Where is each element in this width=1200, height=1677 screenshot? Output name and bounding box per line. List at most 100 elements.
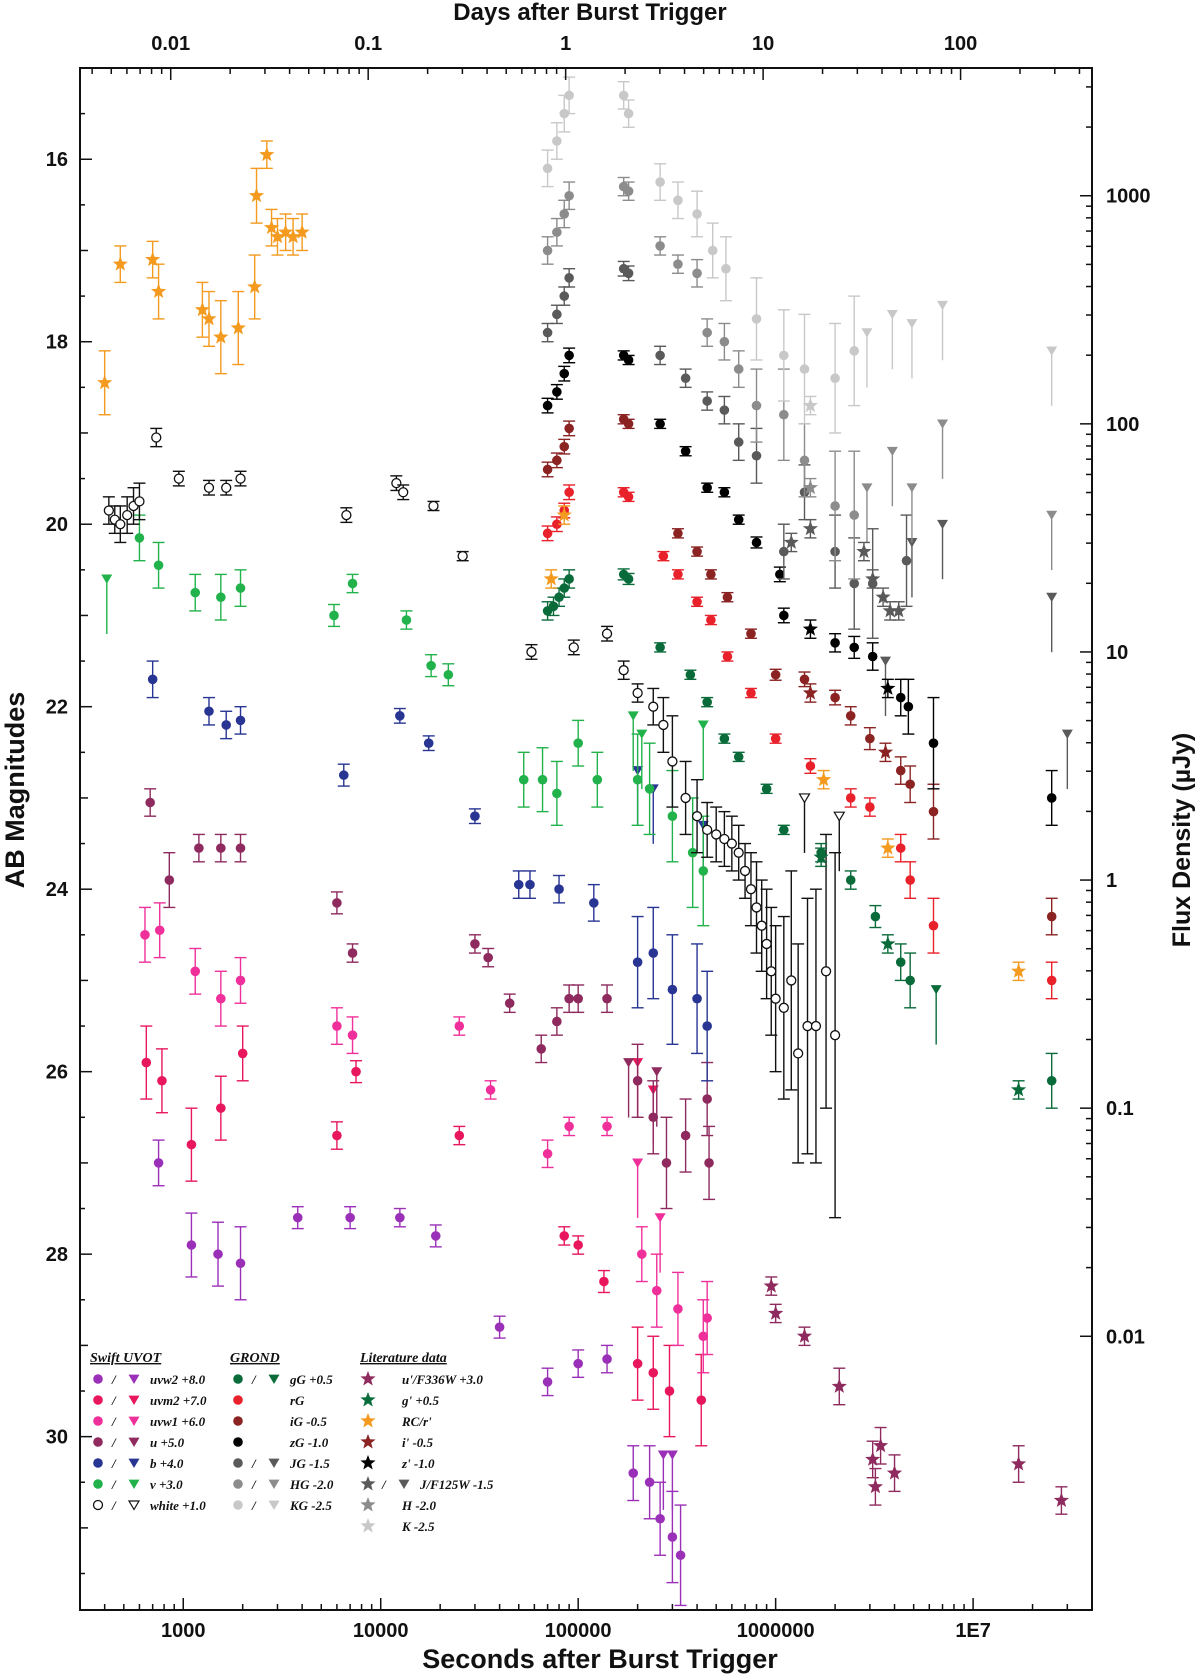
legend-marker (233, 1479, 243, 1489)
data-point (332, 1021, 342, 1031)
data-point (164, 875, 175, 885)
data-point (673, 569, 683, 580)
plot-frame (79, 67, 1093, 1611)
data-point (644, 1477, 655, 1488)
data-point (702, 824, 713, 836)
data-point (845, 875, 856, 885)
legend-marker (360, 1434, 376, 1449)
legend-label: gG +0.5 (289, 1372, 333, 1387)
legend-heading: Swift UVOT (90, 1351, 163, 1366)
literature-point (194, 301, 210, 317)
data-point (658, 719, 669, 731)
upper-limit-marker (657, 1450, 669, 1460)
legend-label: b +4.0 (150, 1456, 184, 1471)
data-point (398, 487, 409, 498)
data-point (157, 1075, 167, 1086)
data-point (756, 920, 767, 931)
y-tick-label: 28 (46, 1244, 68, 1266)
data-point (751, 537, 762, 548)
data-point (428, 500, 439, 512)
y2-tick-label: 1 (1106, 870, 1117, 892)
data-point (554, 884, 564, 894)
legend-marker (92, 1499, 104, 1511)
data-point (564, 487, 574, 498)
upper-limit-marker (623, 1058, 635, 1068)
y2-tick-label: 0.01 (1106, 1326, 1145, 1348)
data-point (552, 788, 562, 799)
data-point (235, 975, 246, 986)
data-point (341, 509, 352, 521)
data-point (779, 610, 789, 621)
data-point (525, 879, 535, 890)
literature-g-0-5 (813, 847, 1027, 1100)
data-point (644, 784, 655, 794)
data-point (673, 195, 683, 206)
legend-marker (360, 1476, 376, 1491)
legend-label: J/F125W -1.5 (419, 1477, 494, 1492)
data-point (632, 1075, 643, 1086)
legend-limit-marker (127, 1500, 141, 1511)
y2-tick-label: 10 (1106, 642, 1128, 664)
legend-label: g' +0.5 (401, 1393, 440, 1408)
data-point (564, 574, 574, 584)
legend-label: HG -2.0 (289, 1477, 334, 1492)
data-point (632, 687, 643, 699)
data-point (134, 533, 145, 543)
data-point (235, 715, 246, 726)
data-point (702, 697, 712, 707)
data-point (632, 957, 643, 967)
data-point (623, 419, 634, 429)
data-point (702, 1094, 712, 1104)
literature-point (867, 1478, 883, 1494)
legend-marker (93, 1437, 103, 1447)
data-point (194, 843, 204, 853)
data-point (518, 774, 529, 785)
legend-slash: / (111, 1456, 117, 1471)
x2-tick-label: 1 (560, 33, 571, 55)
data-point (186, 1139, 197, 1150)
legend-marker (233, 1395, 243, 1405)
y2-axis-title: Flux Density (µJy) (1168, 733, 1196, 947)
data-point (216, 1103, 226, 1113)
data-point (721, 263, 731, 274)
data-point (726, 838, 737, 849)
data-point (751, 902, 762, 913)
literature-point (831, 1378, 847, 1393)
upper-limit-marker (886, 446, 898, 457)
data-point (618, 665, 629, 676)
data-point (751, 314, 762, 324)
upper-limit-marker (937, 300, 949, 311)
data-point (213, 1249, 223, 1259)
data-point (675, 1550, 686, 1561)
data-point (564, 350, 574, 361)
literature-point (856, 543, 872, 559)
data-point (347, 1030, 358, 1040)
data-point (1046, 793, 1057, 803)
data-point (564, 190, 574, 201)
data-point (733, 847, 744, 858)
upper-limit-marker (627, 711, 639, 721)
legend-slash: / (251, 1477, 257, 1492)
data-point (698, 866, 709, 876)
data-point (867, 651, 878, 662)
legend-limit-marker (128, 1395, 140, 1405)
data-point (648, 1367, 659, 1378)
literature-point (1011, 1456, 1027, 1471)
series-ig-0-5 (541, 414, 1058, 936)
legend-slash: / (111, 1477, 117, 1492)
data-point (849, 346, 860, 356)
data-point (673, 1304, 683, 1314)
x-tick-label: 1E7 (955, 1620, 991, 1642)
data-point (849, 510, 860, 520)
upper-limit-marker (798, 793, 811, 804)
data-point (221, 720, 231, 730)
legend-marker (233, 1458, 243, 1468)
data-point (454, 1130, 465, 1141)
data-point (186, 1240, 197, 1250)
literature-point (813, 849, 829, 864)
data-point (692, 546, 702, 557)
legend-slash: / (111, 1414, 117, 1429)
literature-point (802, 685, 818, 700)
data-point (706, 615, 716, 625)
data-point (470, 939, 480, 949)
